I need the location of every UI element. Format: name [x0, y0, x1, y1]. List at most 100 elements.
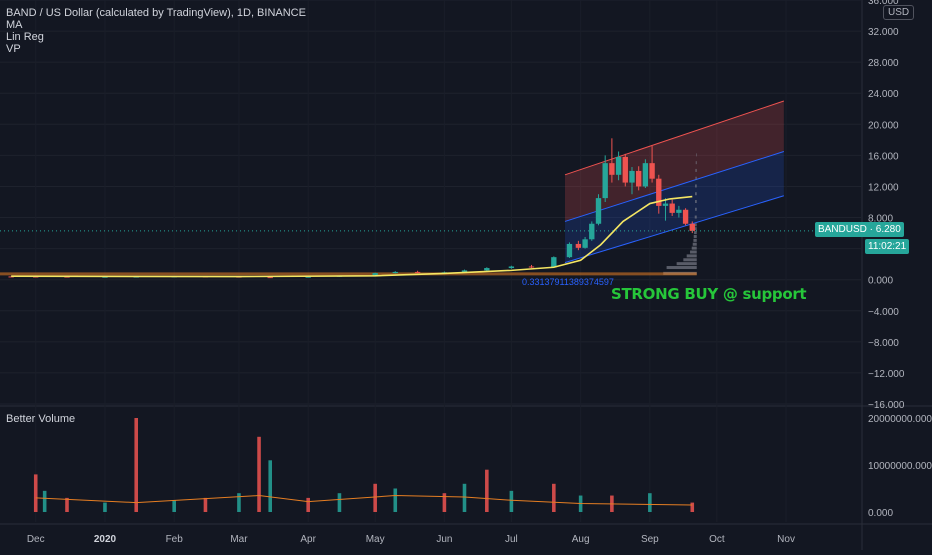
regression-upper-line	[564, 100, 784, 176]
candle	[575, 243, 582, 248]
volume-tick-label: 0.000	[868, 508, 893, 519]
volume-profile-row	[693, 238, 697, 242]
volume-profile-row	[694, 231, 697, 235]
volume-bar	[648, 493, 652, 512]
candle	[649, 163, 655, 179]
y-tick-label: 20.000	[868, 120, 899, 131]
volume-indicator-title[interactable]: Better Volume	[6, 413, 76, 425]
volume-bar	[509, 490, 514, 512]
volume-profile-row	[695, 184, 697, 188]
candle	[656, 178, 662, 206]
regression-mid-line	[564, 151, 784, 222]
candle	[267, 277, 273, 279]
y-tick-label: 24.000	[868, 89, 899, 100]
candle	[528, 266, 535, 268]
candle	[551, 257, 557, 268]
x-tick-label: Jul	[505, 534, 518, 545]
volume-bar	[134, 418, 139, 512]
volume-bar	[393, 488, 398, 512]
volume-bar	[33, 474, 38, 512]
x-tick-label: Jun	[436, 534, 452, 545]
candle	[629, 170, 635, 183]
y-tick-label: 0.000	[868, 276, 893, 287]
volume-profile-row	[694, 227, 697, 231]
indicator-ma[interactable]: MA	[6, 19, 23, 31]
y-tick-label: 16.000	[868, 151, 899, 162]
volume-profile-row	[691, 246, 697, 250]
volume-profile-row	[696, 153, 697, 157]
symbol-title[interactable]: BAND / US Dollar (calculated by TradingV…	[6, 7, 306, 19]
candle	[461, 270, 468, 273]
candle	[102, 276, 108, 278]
candle	[669, 203, 675, 213]
candle	[508, 266, 515, 269]
candle	[595, 198, 602, 224]
last-price-tag: BANDUSD · 6.280	[815, 222, 904, 237]
candle	[414, 271, 421, 273]
candle	[484, 268, 490, 271]
volume-bar	[257, 436, 261, 512]
indicator-vp[interactable]: VP	[6, 43, 21, 55]
volume-profile-row	[694, 215, 697, 219]
volume-bar	[65, 497, 69, 512]
volume-bar	[42, 490, 47, 512]
y-tick-label: 28.000	[868, 58, 899, 69]
volume-bar	[268, 460, 272, 512]
volume-profile-row	[695, 192, 697, 196]
candle	[689, 223, 695, 231]
legend: BAND / US Dollar (calculated by TradingV…	[6, 7, 306, 55]
ma-line	[11, 195, 693, 278]
volume-profile-row	[686, 254, 697, 258]
volume-profile-row	[692, 242, 697, 246]
volume-bar	[306, 497, 310, 512]
volume-profile-row	[695, 168, 697, 172]
x-tick-label: Aug	[572, 534, 590, 545]
regression-lower-line	[564, 195, 784, 264]
volume-profile-row	[676, 262, 697, 266]
y-tick-label: −12.000	[868, 369, 905, 380]
volume-bar	[690, 502, 695, 512]
candle	[662, 203, 669, 206]
x-tick-label: Mar	[230, 534, 248, 545]
x-tick-label: 2020	[94, 534, 117, 545]
volume-profile-row	[690, 250, 697, 254]
y-tick-label: −8.000	[868, 338, 899, 349]
candle	[682, 209, 689, 224]
y-tick-label: 8.000	[868, 214, 893, 225]
volume-bar	[442, 493, 447, 512]
volume-tick-label: 20000000.000	[868, 414, 932, 425]
volume-profile-row	[695, 200, 697, 203]
y-tick-label: −4.000	[868, 307, 899, 318]
volume-bar	[172, 500, 176, 512]
currency-badge[interactable]: USD	[883, 5, 915, 20]
indicator-lin-reg[interactable]: Lin Reg	[6, 31, 44, 43]
candle	[615, 156, 622, 175]
volume-profile-row	[666, 266, 697, 270]
volume-profile-row	[695, 207, 697, 211]
candle	[676, 209, 682, 213]
y-tick-label: 32.000	[868, 27, 899, 38]
x-tick-label: Feb	[166, 534, 184, 545]
volume-bar	[237, 493, 241, 512]
volume-bar	[373, 483, 377, 512]
candle	[636, 170, 642, 187]
volume-bar	[103, 502, 107, 512]
volume-profile-row	[695, 161, 697, 165]
volume-bar	[485, 469, 489, 512]
candle	[622, 156, 628, 183]
volume-profile-row	[694, 223, 697, 227]
volume-ma-line	[35, 495, 693, 506]
candle	[589, 223, 595, 240]
x-tick-label: Nov	[777, 534, 795, 545]
volume-tick-label: 10000000.000	[868, 461, 932, 472]
volume-profile-row	[693, 234, 697, 238]
candle	[582, 239, 588, 248]
candle	[602, 163, 608, 199]
annotation-text: STRONG BUY @ support	[611, 285, 807, 303]
volume-bar	[203, 497, 208, 512]
volume-profile-row	[695, 176, 697, 180]
volume-bar	[552, 483, 556, 512]
volume-profile-row	[683, 258, 697, 262]
